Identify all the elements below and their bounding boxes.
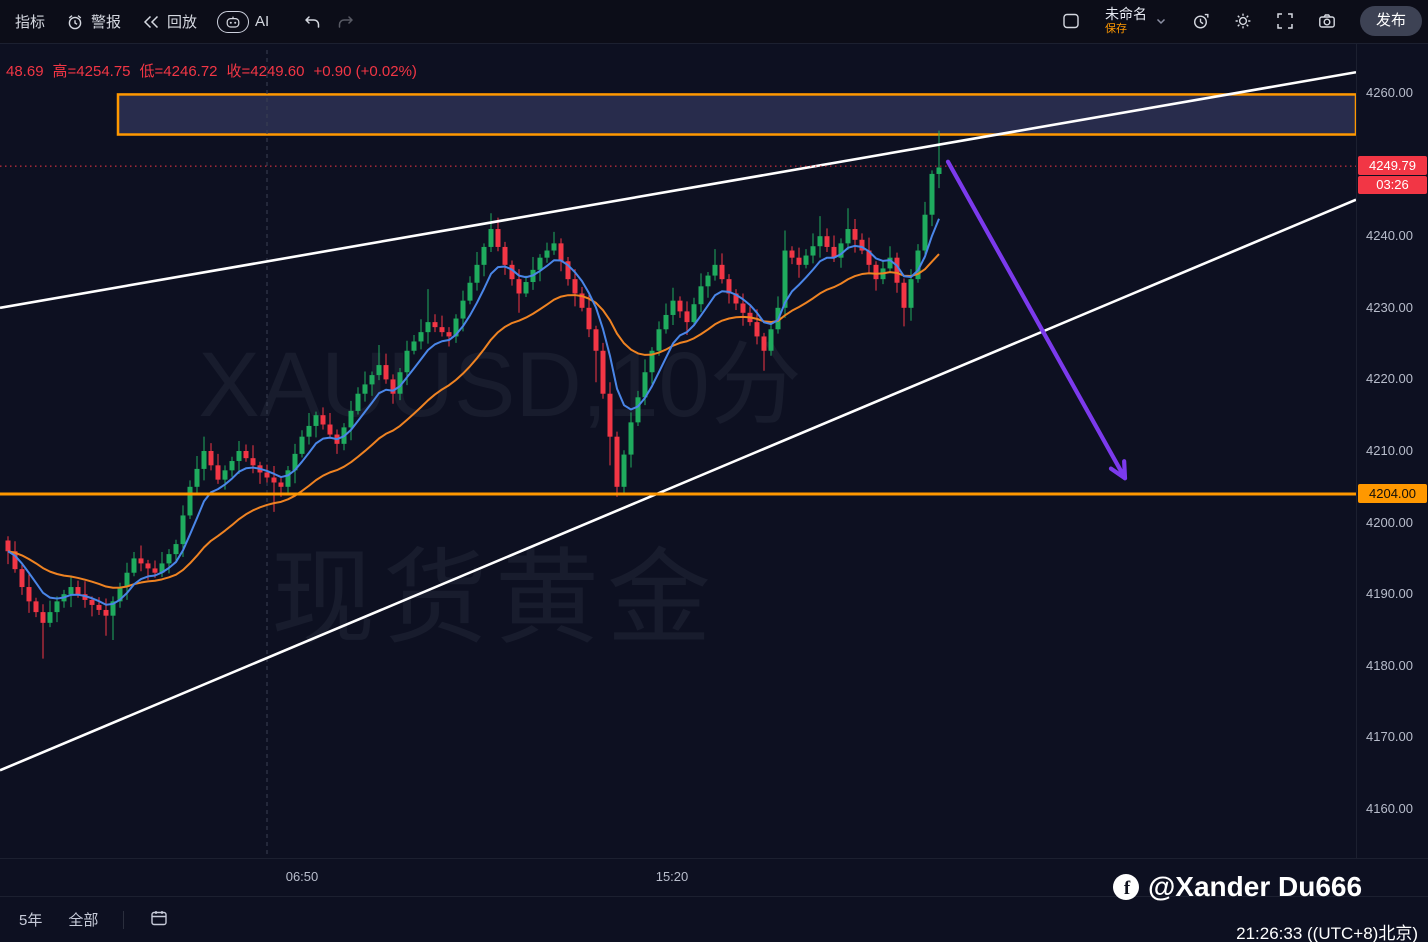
range-all-button[interactable]: 全部: [68, 912, 99, 929]
alerts-button[interactable]: 警报: [56, 5, 130, 38]
settings-button[interactable]: [1226, 5, 1260, 37]
fullscreen-icon: [1275, 11, 1295, 31]
layout-name-label: 未命名: [1104, 6, 1147, 23]
layout-button[interactable]: [1054, 5, 1088, 37]
time-axis[interactable]: 06:50 15:20: [0, 858, 1428, 896]
publish-button[interactable]: 发布: [1359, 6, 1422, 37]
replay-label: 回放: [167, 14, 198, 31]
trendline-1[interactable]: [0, 70, 1356, 310]
camera-icon: [1317, 11, 1337, 31]
divider: [123, 910, 125, 929]
redo-icon: [337, 12, 357, 32]
quick-search-button[interactable]: [1184, 5, 1218, 37]
price-axis[interactable]: 4249.79 03:26 4204.00 4260.00 4240.00 4230…: [1356, 44, 1428, 858]
layout-name-block: 未命名 保存: [1105, 7, 1147, 35]
layout-square-icon: [1061, 11, 1081, 31]
snapshot-button[interactable]: [1310, 5, 1344, 37]
legend-change: +0.90 (+0.02%): [313, 63, 417, 80]
ai-label: AI: [255, 13, 270, 30]
time-axis-label: 06:50: [285, 869, 319, 884]
indicators-label: 指标: [15, 14, 46, 31]
price-axis-label: 4240.00: [1366, 228, 1413, 244]
ai-button[interactable]: AI: [208, 5, 278, 39]
price-axis-label: 4190.00: [1366, 586, 1413, 602]
redo-button[interactable]: [330, 6, 364, 38]
robot-icon: [217, 10, 250, 33]
price-axis-label: 4180.00: [1366, 657, 1413, 673]
ma-fast-line[interactable]: [7, 218, 940, 606]
legend-high: 高=4254.75: [52, 63, 131, 80]
indicators-button[interactable]: 指标: [6, 5, 54, 38]
alerts-label: 警报: [91, 14, 122, 31]
watermark-symbol: XAUUSD,10分: [198, 334, 801, 436]
legend-low: 低=4246.72: [139, 63, 218, 80]
price-axis-label: 4160.00: [1366, 801, 1413, 816]
projection-arrowhead: [1108, 459, 1128, 481]
bottom-toolbar: 5年 全部: [0, 896, 1428, 942]
legend-open: 48.69: [6, 63, 44, 80]
support-level-badge: 4204.00: [1358, 484, 1427, 503]
fullscreen-button[interactable]: [1268, 5, 1302, 37]
trendline-2[interactable]: [0, 198, 1356, 772]
chevron-down-icon: [1155, 15, 1167, 27]
clock-arrow-icon: [1191, 11, 1211, 31]
range-5y-button[interactable]: 5年: [19, 912, 43, 929]
price-axis-label: 4260.00: [1366, 85, 1413, 100]
bar-countdown-badge: 03:26: [1358, 176, 1427, 194]
supply-zone-box[interactable]: [116, 93, 1356, 136]
top-toolbar: 指标 警报 回放: [0, 0, 1428, 44]
price-axis-label: 4170.00: [1366, 729, 1413, 745]
alarm-clock-icon: [65, 12, 85, 32]
price-axis-label: 4200.00: [1366, 514, 1413, 530]
ma-slow-line[interactable]: [7, 253, 940, 589]
calendar-icon: [149, 910, 169, 932]
price-axis-label: 4220.00: [1366, 371, 1413, 387]
rewind-icon: [141, 12, 161, 32]
replay-button[interactable]: 回放: [132, 5, 206, 38]
time-axis-label: 15:20: [655, 869, 689, 884]
layout-name-save[interactable]: 未命名 保存: [1096, 1, 1176, 41]
undo-button[interactable]: [294, 6, 328, 38]
current-price-badge: 4249.79: [1358, 156, 1427, 175]
legend-close: 收=4249.60: [226, 63, 305, 80]
ohlc-legend: 48.69 高=4254.75 低=4246.72 收=4249.60 +0.90 (+…: [6, 60, 426, 81]
toolbar-right-group: 未命名 保存: [1054, 1, 1422, 41]
publish-label: 发布: [1375, 12, 1406, 30]
watermark-name: 现货黄金: [271, 541, 719, 657]
projection-arrow[interactable]: [945, 159, 1128, 481]
price-axis-label: 4210.00: [1366, 443, 1413, 458]
save-label[interactable]: 保存: [1104, 23, 1127, 36]
toolbar-left-group: 指标 警报 回放: [6, 5, 364, 39]
go-to-date-button[interactable]: [140, 903, 178, 937]
undo-icon: [301, 12, 321, 32]
gear-icon: [1233, 11, 1253, 31]
price-axis-label: 4230.00: [1366, 299, 1413, 315]
candlestick-series: [5, 130, 942, 659]
